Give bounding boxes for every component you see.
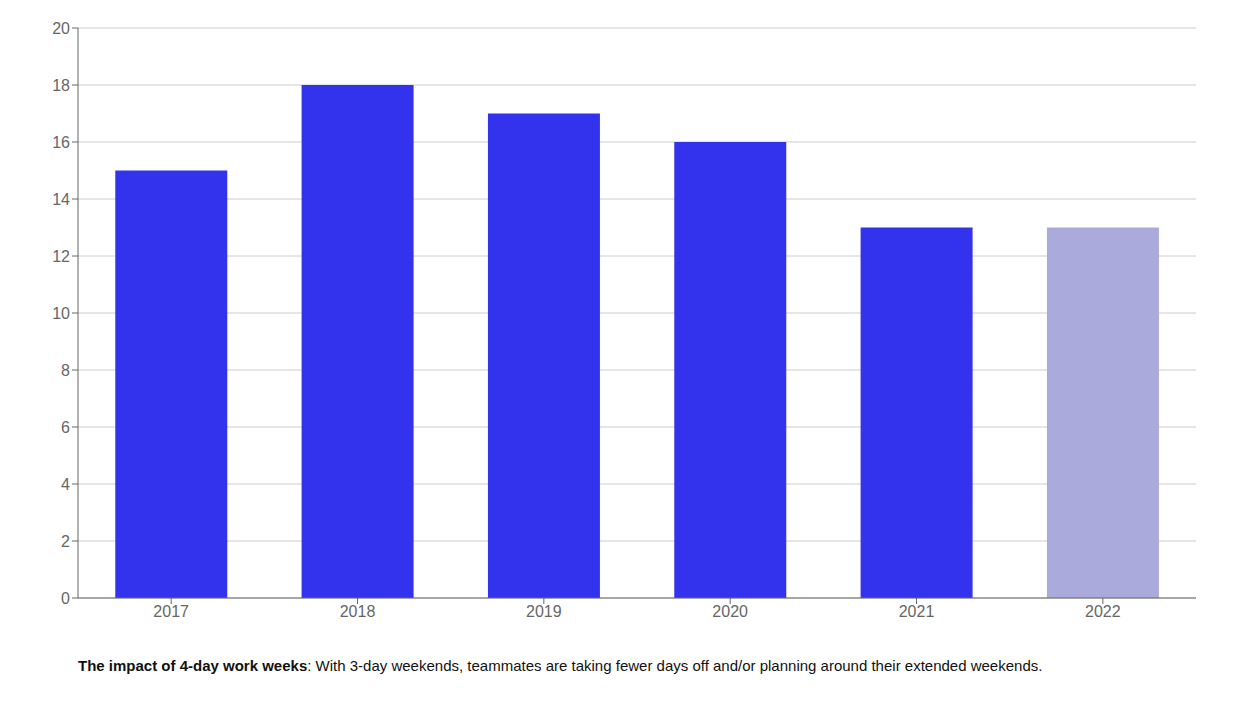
svg-text:2019: 2019 <box>526 603 562 620</box>
svg-text:18: 18 <box>52 77 70 94</box>
svg-text:2018: 2018 <box>340 603 376 620</box>
svg-text:2022: 2022 <box>1085 603 1121 620</box>
svg-text:6: 6 <box>61 419 70 436</box>
svg-text:2021: 2021 <box>899 603 935 620</box>
svg-text:14: 14 <box>52 191 70 208</box>
svg-text:10: 10 <box>52 305 70 322</box>
svg-text:2017: 2017 <box>153 603 189 620</box>
svg-text:2: 2 <box>61 533 70 550</box>
svg-text:20: 20 <box>52 20 70 37</box>
svg-text:4: 4 <box>61 476 70 493</box>
svg-text:12: 12 <box>52 248 70 265</box>
svg-text:16: 16 <box>52 134 70 151</box>
svg-text:8: 8 <box>61 362 70 379</box>
html-text:The impact of 4-day work weeks: The impact of 4-day work weeks: With 3-d… <box>78 657 1043 674</box>
svg-text:0: 0 <box>61 590 70 607</box>
svg-text:2020: 2020 <box>712 603 748 620</box>
